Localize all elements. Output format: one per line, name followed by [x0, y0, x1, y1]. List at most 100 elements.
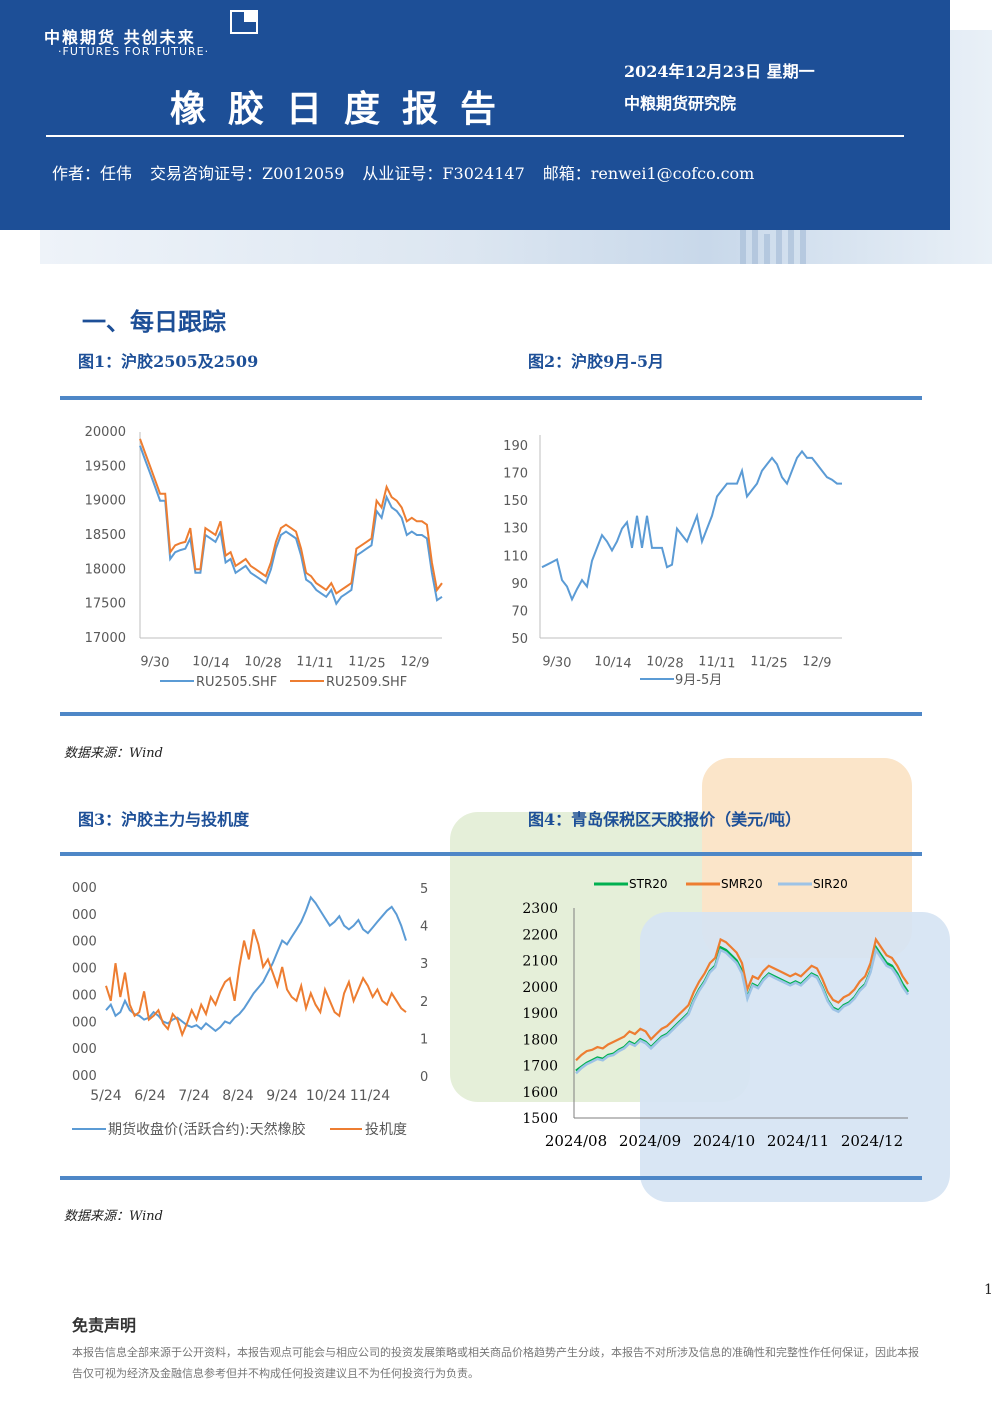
x-tick-label: 11/25: [750, 654, 788, 672]
x-tick-label: 10/14: [594, 654, 632, 672]
report-title: 橡胶日度报告: [170, 88, 519, 130]
x-tick-label: 12/9: [400, 654, 430, 671]
y-tick-label-right: 1: [420, 1032, 428, 1047]
x-tick-label: 2024/11: [767, 1132, 829, 1150]
company-logo-text: 中粮期货 共创未来: [44, 28, 196, 47]
series-line-spread: [541, 449, 842, 602]
x-tick-label: 8/24: [222, 1088, 254, 1104]
figure-4-caption: 图4：青岛保税区天胶报价（美元/吨）: [528, 810, 801, 829]
legend-label: 期货收盘价(活跃合约):天然橡胶: [108, 1121, 306, 1138]
chart-row-2-top-rule: [60, 852, 922, 856]
x-tick-label: 10/14: [192, 654, 230, 672]
legend-label: 投机度: [365, 1122, 407, 1138]
legend-label: STR20: [629, 877, 668, 891]
y-tick-label: 50: [511, 632, 528, 647]
x-tick-label: 10/28: [244, 654, 282, 672]
author-name: 作者：任伟: [52, 164, 133, 183]
y-tick-label: 2300: [522, 901, 558, 917]
y-tick-label: 70: [511, 604, 528, 619]
y-tick-label-left: 000: [72, 908, 97, 923]
series-line-SIR20: [575, 946, 910, 1075]
y-tick-label: 17500: [85, 597, 126, 612]
chart-row-1-top-rule: [60, 396, 922, 400]
y-tick-label-left: 000: [72, 1069, 97, 1084]
y-tick-label-left: 000: [72, 1042, 97, 1057]
source-note-2: 数据来源：Wind: [64, 1209, 163, 1224]
series-line-close-price: [105, 895, 407, 1033]
y-tick-label: 18500: [85, 528, 126, 543]
x-tick-label: 9/24: [266, 1088, 298, 1104]
disclaimer-text: 本报告信息全部来源于公开资料，本报告观点可能会与相应公司的投资发展策略或相关商品…: [72, 1346, 919, 1380]
report-header-banner: 中粮期货 共创未来 ·FUTURES FOR FUTURE· 橡胶日度报告 20…: [0, 0, 950, 230]
y-tick-label-right: 4: [420, 920, 428, 935]
y-tick-label-left: 000: [72, 935, 97, 950]
report-date: 2024年12月23日 星期一: [624, 62, 815, 81]
x-tick-label: 9/30: [140, 654, 170, 671]
y-tick-label: 90: [511, 577, 528, 592]
x-tick-label: 11/25: [348, 654, 386, 672]
x-tick-label: 2024/08: [545, 1132, 607, 1150]
y-tick-label-left: 000: [72, 1015, 97, 1030]
chart-main-contract-speculation: 000 000 000 000 000 000 000 000 5 4 3 2 1 0 5/24 6/24 7/…: [72, 881, 428, 1138]
author-info: 作者：任伟 交易咨询证号：Z0012059 从业证号：F3024147 邮箱：r…: [52, 160, 754, 184]
y-tick-label: 1900: [522, 1006, 558, 1022]
y-tick-label: 19500: [85, 459, 126, 474]
y-tick-label: 190: [503, 439, 528, 454]
x-tick-label: 2024/09: [619, 1132, 681, 1150]
x-tick-label: 2024/12: [841, 1132, 903, 1150]
x-tick-label: 7/24: [178, 1088, 210, 1104]
figure-1-caption: 图1：沪胶2505及2509: [78, 352, 259, 371]
y-tick-label: 2200: [522, 927, 558, 943]
y-tick-label: 19000: [85, 494, 126, 509]
y-tick-label: 17000: [85, 631, 126, 646]
x-tick-label: 10/28: [646, 654, 684, 672]
chart-spread-sep-may: 190 170 150 130 110 90 70 50 9/30 10/14 10/28 11/11…: [503, 435, 842, 688]
y-tick-label: 1500: [522, 1111, 558, 1127]
series-line-RU2509.SHF: [139, 438, 443, 595]
y-tick-label-left: 000: [72, 988, 97, 1003]
y-tick-label-left: 000: [72, 881, 97, 896]
y-tick-label-right: 2: [420, 995, 428, 1010]
y-tick-label: 170: [503, 467, 528, 482]
y-tick-label-right: 0: [420, 1070, 428, 1085]
chart-ru2505-ru2509: 20000 19500 19000 18500 18000 17500 17000 9/30 1…: [85, 425, 443, 690]
x-tick-label: 12/9: [802, 654, 832, 671]
practice-license: 从业证号：F3024147: [362, 164, 525, 183]
x-tick-label: 2024/10: [693, 1132, 755, 1150]
x-tick-label: 9/30: [542, 654, 572, 671]
y-tick-label: 130: [503, 522, 528, 537]
y-tick-label-right: 5: [420, 882, 428, 897]
y-tick-label: 1700: [522, 1059, 558, 1075]
x-tick-label: 6/24: [134, 1088, 166, 1104]
series-line-SMR20: [575, 936, 909, 1062]
x-tick-label: 5/24: [90, 1088, 122, 1104]
source-note-1: 数据来源：Wind: [64, 746, 163, 761]
x-tick-label: 11/24: [350, 1088, 390, 1104]
legend-label: RU2505.SHF: [196, 675, 277, 690]
company-logo-slogan: ·FUTURES FOR FUTURE·: [58, 45, 210, 58]
consult-license: 交易咨询证号：Z0012059: [150, 164, 345, 183]
y-tick-label: 2100: [522, 954, 558, 970]
x-tick-label: 11/11: [296, 654, 334, 672]
legend-label: 9月-5月: [675, 673, 722, 688]
y-tick-label-left: 000: [72, 962, 97, 977]
y-tick-label: 20000: [85, 425, 126, 440]
decorative-blue-panel: [640, 912, 950, 1202]
y-tick-label: 1800: [522, 1032, 558, 1048]
series-line-speculation: [105, 929, 407, 1038]
header-divider: [46, 135, 904, 137]
legend-label: SMR20: [721, 877, 763, 891]
figure-3-caption: 图3：沪胶主力与投机度: [78, 810, 250, 829]
y-tick-label: 18000: [85, 562, 126, 577]
disclaimer-title: 免责声明: [72, 1316, 137, 1335]
chart-row-2-bottom-rule: [60, 1176, 922, 1180]
x-tick-label: 11/11: [698, 654, 736, 672]
page-number: 1: [984, 1282, 992, 1298]
company-logo-icon: [230, 10, 258, 34]
institute-name: 中粮期货研究院: [624, 94, 737, 113]
chart-qingdao-bonded-prices: 2300 2200 2100 2000 1900 1800 1700 1600 1500 2024…: [522, 877, 910, 1150]
figure-2-caption: 图2：沪胶9月-5月: [528, 352, 665, 371]
section-title: 一、每日跟踪: [82, 307, 226, 336]
author-email: 邮箱：renwei1@cofco.com: [542, 164, 755, 183]
y-tick-label: 150: [503, 494, 528, 509]
